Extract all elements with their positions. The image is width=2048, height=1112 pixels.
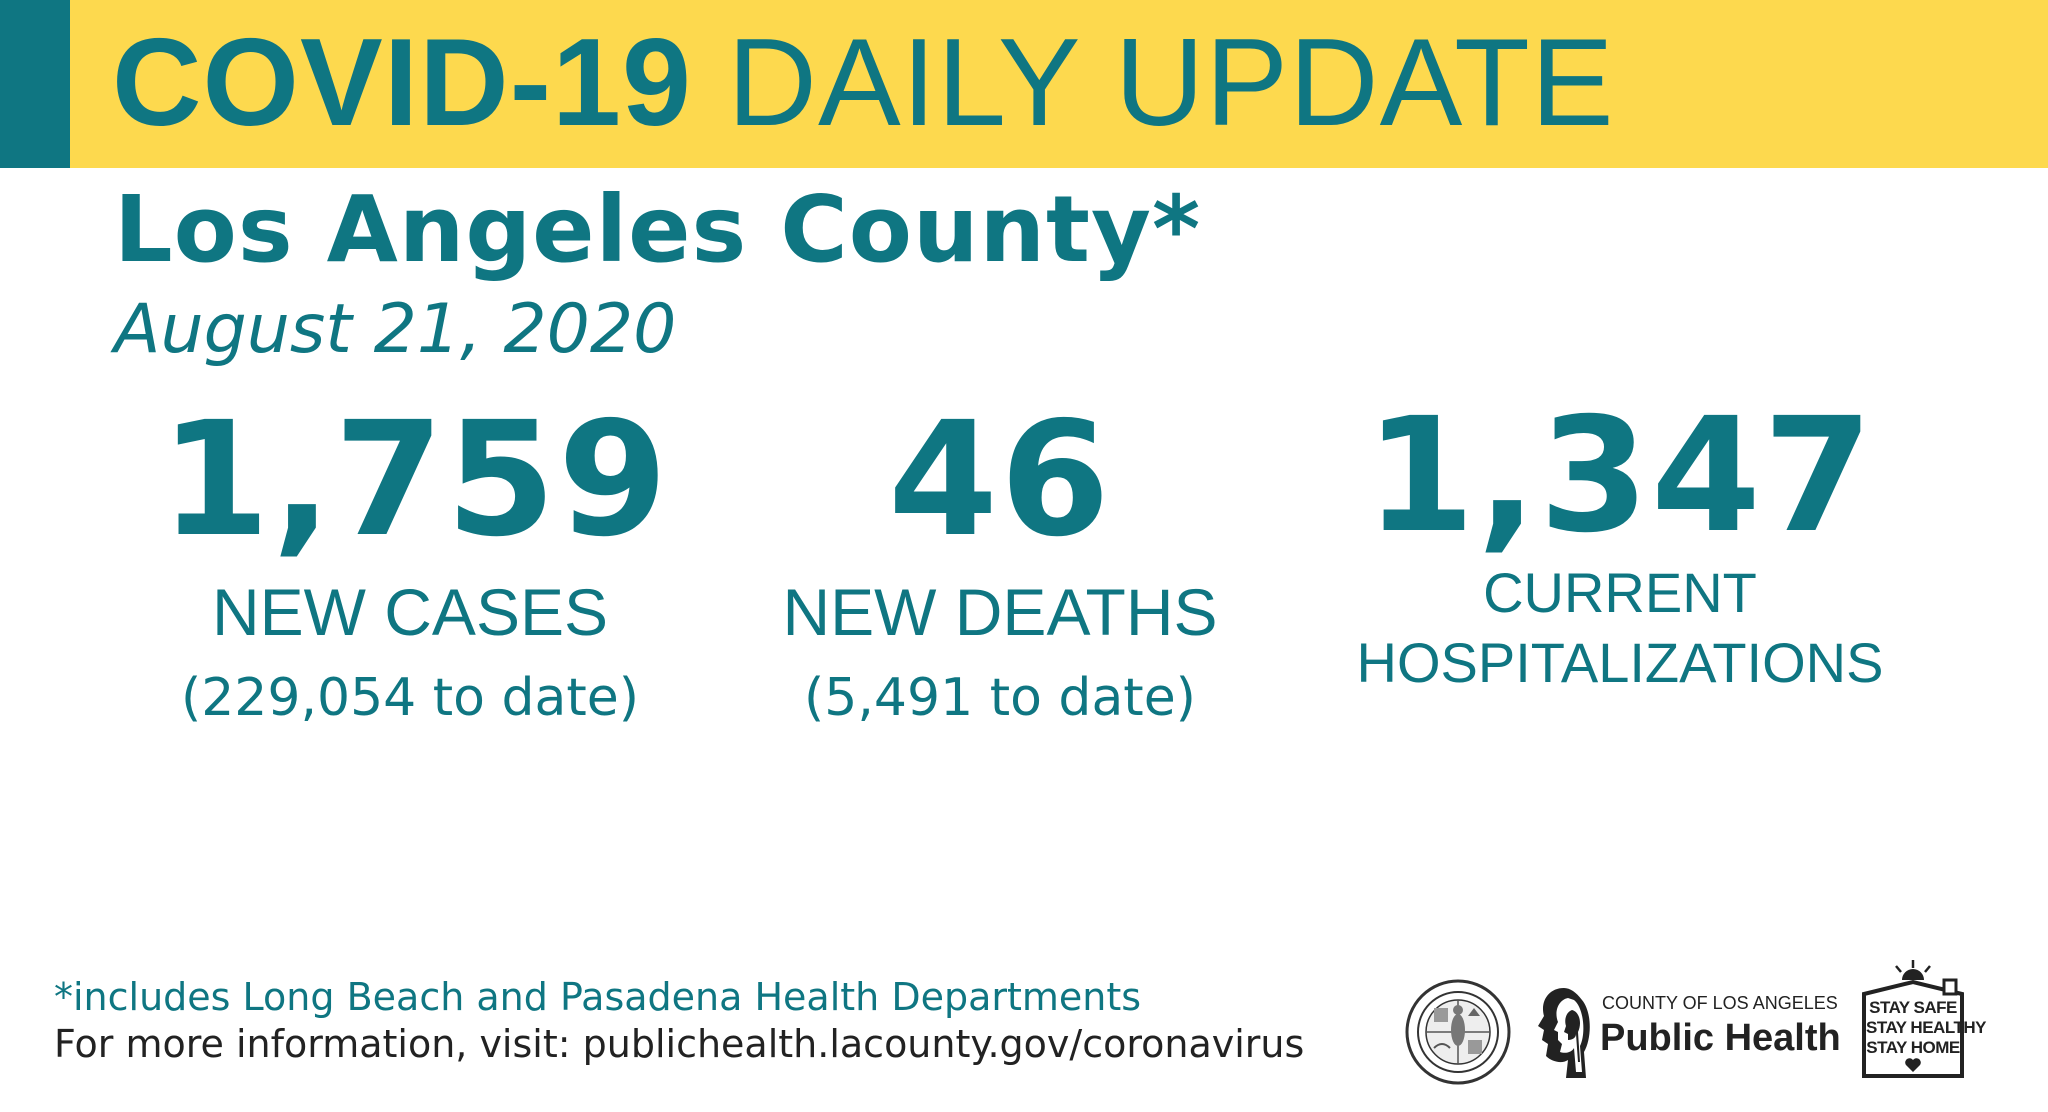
new-deaths-value: 46	[888, 388, 1112, 572]
title-bold: COVID-19	[112, 14, 692, 152]
stay-safe-text: STAY SAFE STAY HEALTHY STAY HOME	[1866, 998, 1986, 1058]
public-health-name: Public Health	[1600, 1017, 1841, 1059]
stay-safe-line1: STAY SAFE	[1869, 998, 1957, 1017]
hospitalizations-label-line1: CURRENT	[1483, 561, 1757, 624]
title-rest: DAILY UPDATE	[727, 14, 1615, 152]
stay-safe-line2: STAY HEALTHY	[1866, 1018, 1986, 1037]
county-name: Los Angeles County*	[114, 176, 1202, 283]
county-seal-icon	[1404, 978, 1512, 1086]
header-banner: COVID-19 DAILY UPDATE	[0, 0, 2048, 168]
stay-safe-badge: STAY SAFE STAY HEALTHY STAY HOME	[1858, 958, 1986, 1084]
banner-accent-bar	[0, 0, 70, 168]
public-health-logo: COUNTY OF LOS ANGELES Public Health	[1530, 982, 1842, 1082]
update-date: August 21, 2020	[114, 290, 677, 369]
new-cases-label: NEW CASES	[211, 575, 609, 649]
new-deaths-label: NEW DEATHS	[782, 575, 1218, 649]
cases-to-date: (229,054 to date)	[180, 668, 640, 728]
stat-new-deaths: 46 NEW DEATHS (5,491 to date)	[740, 400, 1260, 728]
deaths-to-date: (5,491 to date)	[804, 668, 1196, 728]
stay-safe-line3: STAY HOME	[1866, 1038, 1960, 1057]
page-title: COVID-19 DAILY UPDATE	[112, 18, 1615, 148]
new-cases-value: 1,759	[160, 388, 670, 572]
footnote: *includes Long Beach and Pasadena Health…	[54, 975, 1142, 1019]
more-info-link[interactable]: For more information, visit: publichealt…	[54, 1022, 1305, 1066]
house-heart-icon	[1862, 960, 1964, 1078]
hospitalizations-value: 1,347	[1365, 384, 1875, 568]
stat-hospitalizations: 1,347 CURRENT HOSPITALIZATIONS	[1330, 396, 1910, 698]
hospitalizations-label-line2: HOSPITALIZATIONS	[1356, 631, 1884, 694]
public-health-county-text: COUNTY OF LOS ANGELES	[1602, 993, 1838, 1013]
profile-faces-icon	[1538, 988, 1590, 1078]
stat-new-cases: 1,759 NEW CASES (229,054 to date)	[160, 388, 670, 728]
